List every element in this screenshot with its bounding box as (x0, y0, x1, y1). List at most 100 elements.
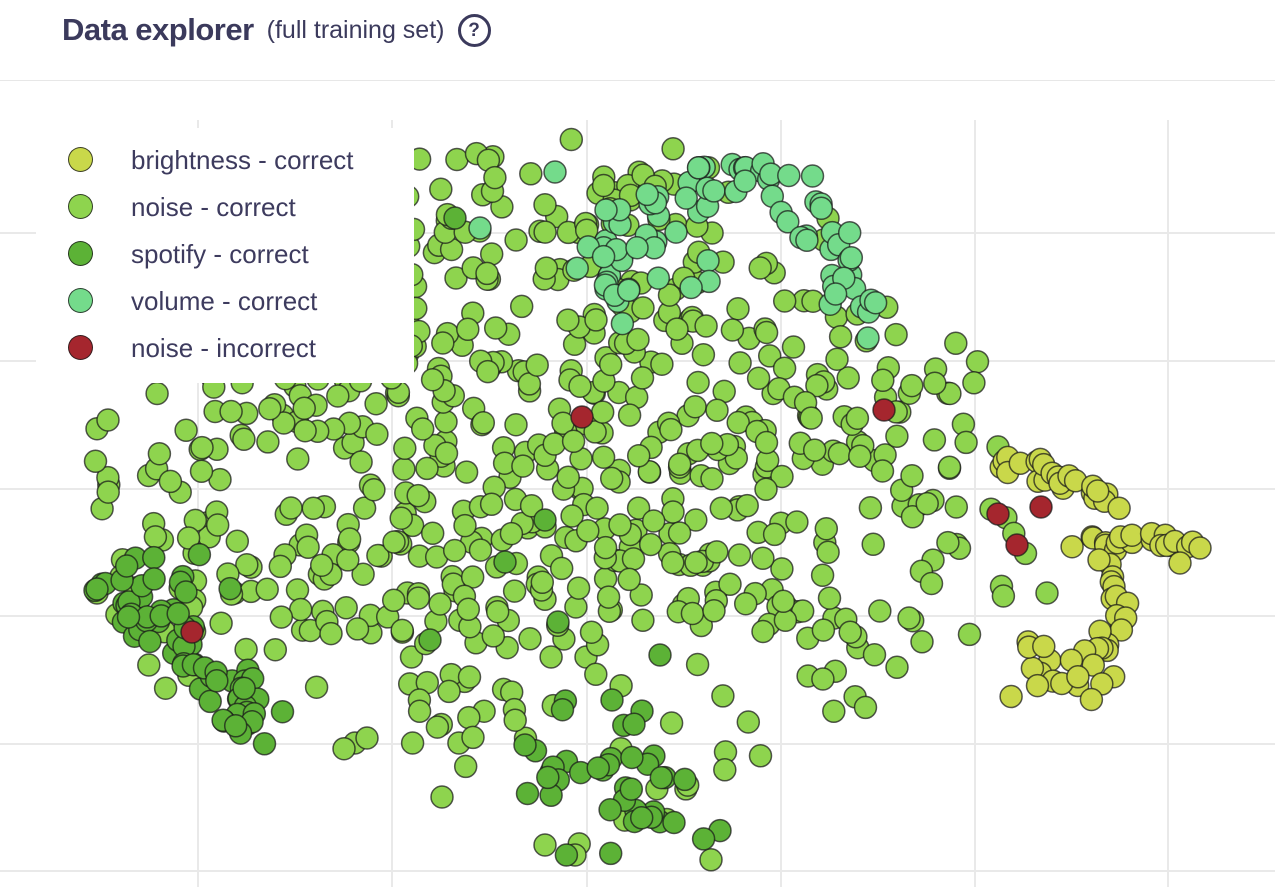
data-point-noise-correct[interactable] (858, 496, 883, 520)
data-point-noise-correct[interactable] (533, 833, 557, 857)
data-point-noise-correct[interactable] (770, 557, 794, 581)
data-point-noise-correct[interactable] (965, 349, 990, 374)
data-point-spotify-correct[interactable] (142, 545, 166, 570)
data-point-noise-correct[interactable] (700, 431, 724, 456)
data-point-volume-correct[interactable] (823, 282, 848, 306)
data-point-noise-correct[interactable] (560, 504, 584, 528)
data-point-volume-correct[interactable] (702, 179, 726, 203)
data-point-noise-correct[interactable] (471, 411, 496, 435)
data-point-noise-correct[interactable] (504, 228, 528, 252)
data-point-noise-incorrect[interactable] (872, 398, 896, 422)
data-point-noise-correct[interactable] (415, 456, 439, 481)
data-point-noise-correct[interactable] (683, 394, 707, 419)
data-point-noise-correct[interactable] (802, 438, 827, 462)
data-point-noise-correct[interactable] (410, 417, 435, 441)
data-point-noise-correct[interactable] (718, 572, 742, 597)
data-point-noise-correct[interactable] (556, 308, 580, 332)
data-point-noise-correct[interactable] (431, 331, 455, 355)
data-point-spotify-correct[interactable] (673, 767, 697, 792)
data-point-noise-correct[interactable] (407, 699, 432, 724)
data-point-noise-correct[interactable] (684, 508, 708, 532)
data-point-noise-correct[interactable] (345, 617, 370, 641)
data-point-noise-correct[interactable] (699, 848, 723, 872)
data-point-noise-correct[interactable] (667, 452, 692, 476)
data-point-brightness-correct[interactable] (1066, 665, 1090, 689)
data-point-noise-correct[interactable] (751, 619, 775, 644)
data-point-noise-correct[interactable] (871, 368, 895, 393)
data-point-noise-correct[interactable] (822, 699, 846, 724)
data-point-noise-correct[interactable] (336, 548, 360, 572)
data-point-noise-correct[interactable] (585, 496, 609, 520)
data-point-noise-correct[interactable] (754, 320, 779, 345)
data-point-spotify-correct[interactable] (600, 688, 624, 712)
data-point-spotify-correct[interactable] (198, 689, 222, 714)
data-point-noise-correct[interactable] (362, 477, 386, 502)
data-point-noise-correct[interactable] (853, 695, 878, 720)
data-point-noise-correct[interactable] (263, 637, 288, 662)
data-point-noise-correct[interactable] (332, 736, 356, 761)
data-point-noise-correct[interactable] (962, 371, 986, 395)
data-point-noise-correct[interactable] (364, 391, 388, 416)
data-point-noise-correct[interactable] (754, 430, 779, 455)
data-point-noise-correct[interactable] (599, 466, 624, 491)
data-point-noise-correct[interactable] (838, 620, 862, 644)
data-point-noise-correct[interactable] (748, 256, 772, 280)
data-point-volume-correct[interactable] (777, 163, 801, 188)
data-point-noise-correct[interactable] (304, 675, 329, 699)
data-point-noise-correct[interactable] (337, 527, 362, 551)
data-point-noise-correct[interactable] (355, 726, 379, 750)
data-point-noise-correct[interactable] (568, 374, 592, 399)
data-point-noise-correct[interactable] (393, 436, 417, 461)
data-point-noise-correct[interactable] (382, 530, 406, 554)
data-point-noise-correct[interactable] (810, 563, 835, 588)
data-point-noise-correct[interactable] (453, 513, 477, 538)
data-point-noise-correct[interactable] (657, 283, 682, 307)
data-point-noise-correct[interactable] (598, 352, 623, 377)
data-point-noise-correct[interactable] (420, 521, 445, 546)
data-point-noise-correct[interactable] (884, 322, 908, 347)
data-point-noise-correct[interactable] (593, 535, 618, 560)
data-point-spotify-correct[interactable] (620, 745, 644, 770)
data-point-noise-correct[interactable] (726, 410, 750, 435)
data-point-volume-correct[interactable] (776, 210, 800, 234)
data-point-noise-incorrect[interactable] (986, 502, 1010, 526)
data-point-noise-correct[interactable] (476, 359, 500, 384)
data-point-brightness-correct[interactable] (1032, 634, 1056, 659)
data-point-noise-correct[interactable] (667, 521, 692, 545)
data-point-spotify-correct[interactable] (270, 699, 295, 724)
data-point-noise-correct[interactable] (626, 327, 650, 352)
data-point-volume-correct[interactable] (610, 311, 635, 336)
data-point-volume-correct[interactable] (594, 198, 618, 222)
data-point-noise-correct[interactable] (272, 411, 296, 435)
data-point-noise-correct[interactable] (428, 592, 452, 616)
data-point-spotify-correct[interactable] (622, 712, 646, 736)
data-point-noise-correct[interactable] (772, 289, 797, 313)
data-point-noise-correct[interactable] (608, 513, 632, 537)
data-point-volume-correct[interactable] (863, 290, 888, 315)
data-point-noise-correct[interactable] (381, 588, 406, 613)
data-point-noise-correct[interactable] (457, 705, 481, 730)
data-point-noise-correct[interactable] (539, 645, 563, 669)
data-point-noise-correct[interactable] (811, 667, 835, 691)
legend-item-noise-correct[interactable]: noise - correct (36, 183, 414, 230)
data-point-noise-correct[interactable] (897, 606, 921, 630)
data-point-noise-correct[interactable] (631, 296, 655, 320)
data-point-noise-correct[interactable] (137, 653, 161, 677)
data-point-noise-correct[interactable] (817, 586, 842, 610)
data-point-noise-correct[interactable] (83, 449, 108, 474)
data-point-noise-correct[interactable] (781, 335, 806, 359)
data-point-volume-correct[interactable] (795, 228, 819, 253)
data-point-noise-correct[interactable] (406, 483, 430, 508)
data-point-noise-correct[interactable] (828, 325, 853, 349)
data-point-noise-correct[interactable] (923, 371, 947, 396)
data-point-noise-correct[interactable] (591, 173, 616, 198)
data-point-noise-correct[interactable] (596, 585, 621, 609)
data-point-noise-correct[interactable] (479, 492, 504, 517)
data-point-noise-correct[interactable] (944, 331, 968, 356)
data-point-spotify-correct[interactable] (218, 576, 242, 601)
data-point-volume-correct[interactable] (674, 186, 698, 210)
data-point-spotify-correct[interactable] (586, 756, 610, 780)
data-point-noise-correct[interactable] (352, 496, 377, 520)
data-point-noise-correct[interactable] (301, 496, 326, 521)
data-point-noise-correct[interactable] (390, 618, 414, 643)
